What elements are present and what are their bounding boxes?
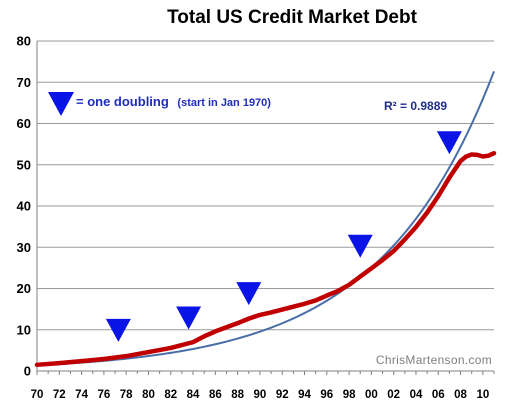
legend-doubling-marker	[48, 92, 74, 116]
doubling-markers	[105, 131, 462, 342]
x-tick-label: 90	[254, 389, 267, 401]
y-tick-label: 40	[17, 199, 31, 214]
x-tick-label: 04	[410, 389, 423, 401]
chart-title: Total US Credit Market Debt	[167, 7, 418, 28]
y-axis-ticks: 0 10 20 30 40 50 60 70 80	[17, 34, 31, 379]
doubling-marker	[105, 318, 131, 342]
x-tick-label: 78	[120, 389, 133, 401]
x-tick-label: 06	[432, 389, 445, 401]
y-tick-label: 10	[17, 322, 31, 337]
x-tick-label: 94	[298, 389, 311, 401]
gridlines	[37, 40, 494, 331]
doubling-marker	[236, 282, 262, 306]
x-tick-label: 76	[97, 389, 110, 401]
doubling-marker	[436, 131, 462, 155]
x-axis-ticks: 70 72 74 76 78 80 82 84 86 88 90 92 94 96 98 00 02 04 06 08…	[31, 371, 495, 401]
x-tick-label: 88	[231, 389, 244, 401]
x-tick-label: 92	[276, 389, 289, 401]
doubling-marker	[347, 234, 373, 258]
x-tick-label: 10	[476, 389, 489, 401]
x-tick-label: 98	[343, 389, 356, 401]
axes	[36, 41, 494, 372]
y-tick-label: 70	[17, 75, 31, 90]
debt-line	[34, 150, 497, 368]
x-tick-label: 74	[75, 389, 88, 401]
legend: = one doubling (start in Jan 1970)	[48, 92, 271, 116]
x-tick-label: 02	[387, 389, 400, 401]
legend-text: = one doubling	[76, 94, 169, 109]
legend-subtext: (start in Jan 1970)	[177, 97, 271, 109]
x-tick-label: 80	[142, 389, 155, 401]
x-tick-label: 82	[164, 389, 177, 401]
y-tick-label: 50	[17, 157, 31, 172]
x-tick-label: 00	[365, 389, 378, 401]
x-tick-label: 08	[454, 389, 467, 401]
legend-label: = one doubling (start in Jan 1970)	[76, 94, 271, 109]
series-lines	[34, 70, 497, 368]
x-tick-label: 72	[53, 389, 66, 401]
r-squared-annotation: R² = 0.9889	[384, 99, 447, 113]
y-tick-label: 30	[17, 240, 31, 255]
x-tick-label: 96	[320, 389, 333, 401]
y-tick-label: 80	[17, 34, 31, 49]
y-tick-label: 0	[24, 364, 31, 379]
x-tick-label: 86	[209, 389, 222, 401]
x-tick-label: 84	[187, 389, 200, 401]
y-tick-label: 60	[17, 116, 31, 131]
y-tick-label: 20	[17, 281, 31, 296]
watermark: ChrisMartenson.com	[376, 353, 492, 367]
doubling-marker	[176, 306, 202, 330]
x-tick-label: 70	[31, 389, 44, 401]
